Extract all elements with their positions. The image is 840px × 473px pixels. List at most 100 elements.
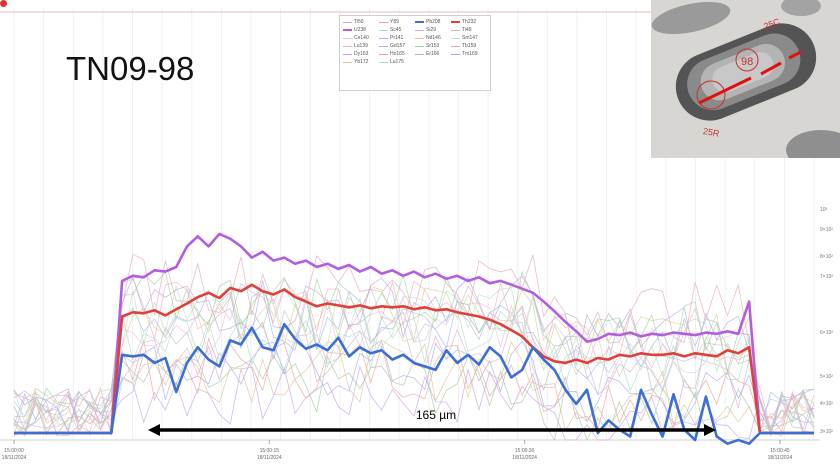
legend-label: Ti49	[462, 27, 472, 33]
scale-bar-left-arrow-icon	[148, 424, 160, 436]
legend-swatch	[379, 53, 388, 55]
inset-label-rim: 25R	[702, 126, 720, 139]
legend-entry-sm147: Sm147	[451, 34, 487, 42]
legend-swatch	[379, 29, 388, 31]
y-tick-label: 8×10²	[820, 254, 833, 260]
scale-bar-label: 165 µm	[416, 408, 456, 422]
sample-name-label: TN09-98	[66, 50, 195, 87]
faint-element-trace	[13, 320, 815, 437]
legend-swatch	[343, 61, 352, 63]
legend-swatch	[415, 37, 424, 39]
legend-entry-pb208: Pb208	[415, 18, 451, 26]
legend-label: Pr141	[390, 35, 404, 41]
x-tick-date-label: 18/11/2024	[768, 455, 793, 461]
legend-label: Gd157	[390, 43, 406, 49]
legend-swatch	[415, 53, 424, 55]
faint-element-trace	[13, 337, 815, 436]
series-line-u238	[14, 232, 814, 435]
legend-label: Th232	[462, 19, 477, 25]
legend-entry-pr141: Pr141	[379, 34, 415, 42]
legend-entry-y89: Y89	[379, 18, 415, 26]
legend-entry-dy163: Dy163	[343, 50, 379, 58]
legend-label: Sm147	[462, 35, 478, 41]
legend-swatch	[343, 37, 352, 39]
legend-label: Yb172	[354, 59, 369, 65]
window-close-icon[interactable]	[0, 0, 7, 7]
legend-swatch	[451, 45, 460, 47]
legend-swatch	[343, 53, 352, 55]
chart-legend: Ti50 Y89 Pb208 Th232 U238 Sc45 Si29 Ti49 Ce140 Pr…	[339, 15, 491, 91]
x-tick-date-label: 18/11/2024	[257, 455, 282, 461]
y-tick-label: 9×10²	[820, 227, 833, 233]
legend-entry-tm169: Tm169	[451, 50, 487, 58]
y-tick-label: 4×10²	[820, 401, 833, 407]
legend-label: Nd146	[426, 35, 441, 41]
legend-swatch	[415, 21, 424, 23]
legend-label: Y89	[390, 19, 399, 25]
legend-entry-si29: Si29	[415, 26, 451, 34]
x-tick-date-label: 18/11/2024	[2, 455, 27, 461]
legend-entry-sr153: Sr153	[415, 42, 451, 50]
legend-label: Tb159	[462, 43, 477, 49]
y-tick-label: 5×10²	[820, 374, 833, 380]
legend-label: U238	[354, 27, 366, 33]
legend-swatch	[379, 37, 388, 39]
legend-swatch	[451, 21, 460, 23]
legend-swatch	[379, 21, 388, 23]
legend-swatch	[343, 45, 352, 47]
series-line-pb208	[14, 322, 814, 446]
zircon-photo-icon: 98 25C 25R	[651, 0, 840, 158]
faint-element-trace	[13, 284, 815, 437]
faint-element-trace	[13, 293, 815, 437]
legend-swatch	[379, 45, 388, 47]
scale-bar-right-arrow-icon	[704, 424, 716, 436]
zircon-photo-inset: 98 25C 25R	[651, 0, 840, 158]
faint-element-trace	[13, 275, 815, 437]
y-tick-label: 6×10²	[820, 330, 833, 336]
y-tick-label: 3×10²	[820, 429, 833, 435]
legend-entry-ce140: Ce140	[343, 34, 379, 42]
legend-label: Ce140	[354, 35, 369, 41]
legend-label: Dy163	[354, 51, 369, 57]
legend-entry-u238: U238	[343, 26, 379, 34]
legend-label: Er166	[426, 51, 440, 57]
legend-label: Sc45	[390, 27, 402, 33]
legend-entry-er166: Er166	[415, 50, 451, 58]
legend-entry-ho165: Ho165	[379, 50, 415, 58]
y-tick-label: 7×10²	[820, 274, 833, 280]
legend-entry-lu139: Lu139	[343, 42, 379, 50]
legend-entry-sc45: Sc45	[379, 26, 415, 34]
inset-label-spot: 98	[741, 56, 753, 68]
legend-label: Si29	[426, 27, 437, 33]
legend-swatch	[415, 45, 424, 47]
legend-swatch	[343, 21, 352, 23]
legend-entry-th232: Th232	[451, 18, 487, 26]
x-tick-time-label: 15:00:15	[260, 448, 280, 454]
legend-swatch	[451, 29, 460, 31]
legend-swatch	[415, 29, 424, 31]
legend-label: Ho165	[390, 51, 405, 57]
y-tick-label: 10³	[820, 207, 828, 213]
legend-label: Sr153	[426, 43, 440, 49]
faint-element-trace	[13, 365, 815, 441]
legend-entry-tb159: Tb159	[451, 42, 487, 50]
legend-label: Lu139	[354, 43, 368, 49]
series-line-th232	[14, 283, 814, 435]
legend-entry-ti50: Ti50	[343, 18, 379, 26]
legend-entry-gd157: Gd157	[379, 42, 415, 50]
x-tick-time-label: 15:00:00	[4, 448, 24, 454]
legend-entry-lu175: Lu175	[379, 58, 415, 66]
x-tick-time-label: 15:00:30	[515, 448, 535, 454]
legend-label: Tm169	[462, 51, 478, 57]
x-tick-time-label: 15:00:45	[770, 448, 790, 454]
legend-label: Ti50	[354, 19, 364, 25]
legend-swatch	[379, 61, 388, 63]
legend-entry-nd146: Nd146	[415, 34, 451, 42]
x-tick-date-label: 18/11/2024	[512, 455, 537, 461]
legend-swatch	[451, 37, 460, 39]
legend-swatch	[343, 29, 352, 31]
legend-entry-yb172: Yb172	[343, 58, 379, 66]
legend-label: Lu175	[390, 59, 404, 65]
legend-label: Pb208	[426, 19, 441, 25]
legend-entry-ti49: Ti49	[451, 26, 487, 34]
